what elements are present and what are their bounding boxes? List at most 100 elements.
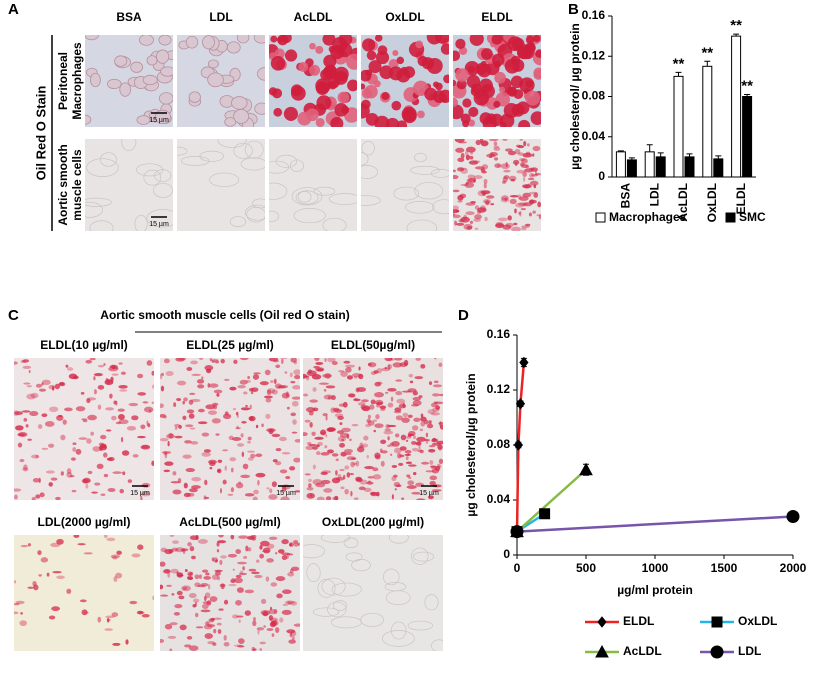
micrograph <box>269 139 357 231</box>
cell <box>412 392 418 396</box>
cell <box>359 479 368 485</box>
cell <box>252 496 258 500</box>
cell <box>243 391 248 395</box>
cell <box>208 584 211 590</box>
cell <box>266 543 275 549</box>
cell <box>32 477 40 483</box>
cell <box>469 220 474 224</box>
image-bg <box>361 139 449 231</box>
cell <box>322 413 328 417</box>
marker <box>519 356 529 369</box>
cell <box>211 574 219 580</box>
cell <box>279 469 288 474</box>
cell <box>254 574 263 579</box>
cell <box>367 476 375 479</box>
cell <box>331 395 336 401</box>
y-tick-label: 0 <box>503 547 510 561</box>
cell <box>255 472 266 478</box>
cell <box>343 537 359 549</box>
x-tick-label: BSA <box>619 183 633 209</box>
micrograph: 15 µm <box>85 35 173 127</box>
cell <box>25 424 29 428</box>
cell <box>495 223 505 229</box>
cell <box>64 407 73 412</box>
cell <box>309 399 318 403</box>
legend-label: SMC <box>739 210 766 224</box>
cell <box>432 393 440 397</box>
scale-bar-label: 15 µm <box>419 490 439 497</box>
cell <box>323 54 337 68</box>
cell <box>35 494 41 499</box>
cell <box>417 449 423 453</box>
cell <box>268 494 278 500</box>
cell <box>315 361 324 365</box>
cell <box>348 393 356 398</box>
cell <box>78 437 88 440</box>
cell <box>240 433 244 438</box>
cell <box>23 418 28 422</box>
cell <box>429 460 434 465</box>
cell <box>420 461 430 465</box>
cell <box>339 422 343 426</box>
cell <box>163 358 170 364</box>
cell <box>393 186 420 201</box>
cell <box>60 471 64 476</box>
cell <box>426 57 443 74</box>
row-label: Aortic smooth <box>56 144 70 225</box>
cell <box>173 402 177 408</box>
cell <box>100 434 107 440</box>
cell <box>138 35 154 46</box>
cell <box>87 414 97 421</box>
cell <box>260 609 271 616</box>
cell <box>456 79 467 90</box>
column-label: LDL <box>209 10 232 24</box>
cell <box>331 361 338 366</box>
cell <box>204 595 207 602</box>
cell <box>247 440 251 444</box>
scale-bar-label: 15 µm <box>149 221 169 228</box>
cell <box>86 397 97 401</box>
cell <box>189 571 194 576</box>
cell <box>519 210 522 217</box>
cell <box>209 358 212 362</box>
cell <box>284 371 288 374</box>
cell <box>247 436 252 441</box>
cell <box>171 547 179 552</box>
cell <box>434 35 449 44</box>
cell <box>398 462 404 466</box>
cell <box>126 425 136 431</box>
cell <box>286 391 289 398</box>
cell <box>111 373 119 376</box>
cell <box>532 210 536 214</box>
cell <box>419 428 424 432</box>
cell <box>321 577 346 596</box>
cell <box>454 220 457 226</box>
cell <box>473 178 476 183</box>
cell <box>395 390 403 396</box>
cell <box>243 555 248 559</box>
y-tick-label: 0.16 <box>582 8 606 22</box>
cell <box>50 477 58 481</box>
micrograph <box>177 139 265 231</box>
cell <box>137 435 146 439</box>
cell <box>325 415 328 421</box>
cell <box>529 180 539 186</box>
cell <box>253 617 256 622</box>
cell <box>453 175 459 180</box>
cell <box>368 60 382 74</box>
cell <box>269 606 273 611</box>
cell <box>453 169 456 173</box>
cell <box>207 383 210 388</box>
marker <box>786 510 800 523</box>
row-label: Peritoneal <box>56 52 70 110</box>
error-bar <box>675 71 682 77</box>
cell <box>160 373 163 380</box>
cell <box>391 464 398 468</box>
cell <box>77 543 86 546</box>
cell <box>490 113 503 127</box>
cell <box>111 612 119 617</box>
cell <box>163 469 171 473</box>
cell <box>244 140 264 159</box>
cell <box>523 176 526 182</box>
cell <box>428 445 436 448</box>
